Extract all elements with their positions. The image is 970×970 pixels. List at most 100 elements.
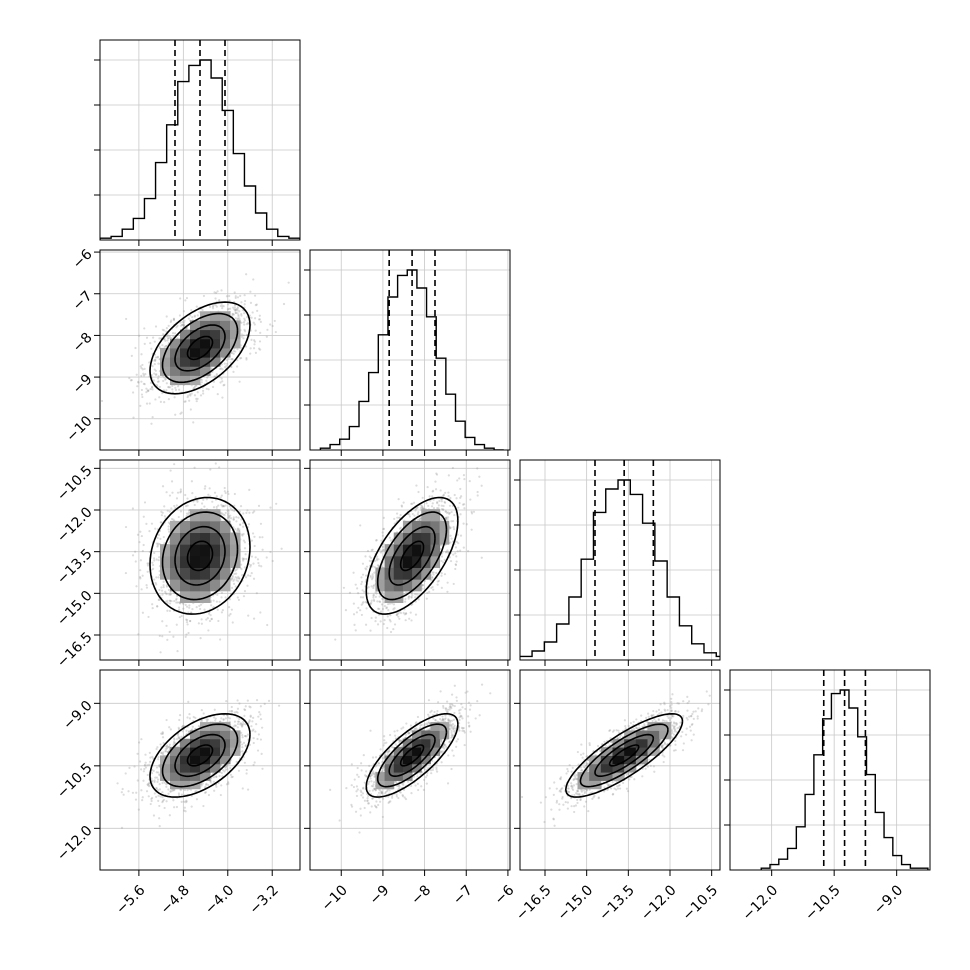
sample-point bbox=[233, 509, 236, 513]
sample-point bbox=[448, 504, 452, 507]
sample-point bbox=[183, 400, 186, 403]
sample-point bbox=[211, 500, 214, 503]
sample-point bbox=[168, 599, 172, 602]
sample-point bbox=[179, 297, 182, 300]
sample-point bbox=[265, 335, 268, 338]
sample-point bbox=[144, 373, 147, 376]
sample-point bbox=[160, 521, 163, 524]
sample-point bbox=[175, 504, 178, 507]
sample-point bbox=[235, 577, 239, 580]
density-cell bbox=[190, 329, 201, 340]
sample-point bbox=[259, 331, 262, 334]
sample-point bbox=[140, 366, 143, 370]
sample-point bbox=[213, 291, 216, 294]
sample-point bbox=[175, 623, 178, 626]
sample-point bbox=[383, 618, 386, 622]
sample-point bbox=[180, 614, 183, 618]
sample-point bbox=[238, 577, 241, 580]
sample-point bbox=[359, 609, 362, 612]
sample-point bbox=[166, 599, 169, 602]
sample-point bbox=[470, 512, 474, 515]
density-cell bbox=[210, 579, 221, 592]
sample-point bbox=[437, 579, 440, 582]
sample-point bbox=[242, 334, 245, 337]
sample-point bbox=[245, 273, 248, 276]
sample-point bbox=[184, 603, 187, 606]
sample-point bbox=[170, 517, 174, 521]
sample-point bbox=[203, 487, 206, 490]
sample-point bbox=[431, 490, 434, 493]
sample-point bbox=[193, 386, 196, 389]
sample-point bbox=[143, 383, 146, 386]
sample-point bbox=[188, 604, 191, 607]
sample-point bbox=[157, 598, 160, 602]
sample-point bbox=[259, 320, 262, 323]
sample-point bbox=[165, 491, 168, 494]
sample-point bbox=[156, 536, 159, 540]
sample-point bbox=[258, 318, 261, 321]
sample-point bbox=[161, 635, 164, 638]
sample-point bbox=[220, 596, 223, 599]
sample-point bbox=[140, 374, 143, 377]
sample-point bbox=[195, 397, 198, 401]
sample-point bbox=[150, 347, 153, 350]
sample-point bbox=[242, 532, 245, 536]
sample-point bbox=[145, 387, 148, 390]
sample-point bbox=[253, 544, 256, 548]
sample-point bbox=[216, 593, 219, 596]
sample-point bbox=[214, 462, 217, 465]
sample-point bbox=[428, 590, 431, 593]
sample-point bbox=[241, 522, 245, 525]
sample-point bbox=[223, 486, 226, 490]
sample-point bbox=[174, 386, 177, 389]
sample-point bbox=[242, 558, 245, 561]
sample-point bbox=[147, 389, 150, 392]
sample-point bbox=[251, 311, 254, 314]
sample-point bbox=[141, 368, 144, 371]
sample-point bbox=[167, 525, 170, 528]
sample-point bbox=[166, 638, 169, 641]
sample-point bbox=[379, 551, 383, 554]
sample-point bbox=[156, 545, 159, 548]
sample-point bbox=[470, 528, 473, 531]
sample-point bbox=[209, 468, 212, 471]
density-cell bbox=[200, 347, 211, 358]
sample-point bbox=[458, 501, 461, 505]
sample-point bbox=[408, 595, 411, 598]
sample-point bbox=[444, 516, 448, 520]
sample-point bbox=[175, 497, 179, 500]
sample-point bbox=[231, 621, 234, 624]
sample-point bbox=[163, 515, 166, 518]
sample-point bbox=[237, 315, 240, 318]
sample-point bbox=[228, 294, 231, 298]
sample-point bbox=[232, 349, 236, 353]
sample-point bbox=[393, 623, 397, 626]
density-cell bbox=[210, 357, 221, 367]
sample-point bbox=[159, 400, 162, 404]
sample-point bbox=[161, 511, 164, 514]
sample-point bbox=[400, 505, 404, 508]
sample-point bbox=[446, 581, 449, 584]
sample-point bbox=[440, 559, 443, 563]
contour-1.5sigma bbox=[161, 511, 239, 601]
sample-point bbox=[236, 359, 239, 362]
sample-point bbox=[373, 599, 376, 603]
sample-point bbox=[234, 295, 237, 298]
sample-point bbox=[382, 549, 385, 552]
sample-point bbox=[161, 328, 164, 331]
sample-point bbox=[162, 535, 165, 539]
sample-point bbox=[469, 498, 472, 501]
sample-point bbox=[463, 507, 466, 510]
sample-point bbox=[151, 416, 154, 419]
sample-point bbox=[425, 597, 428, 600]
sample-point bbox=[241, 557, 244, 560]
sample-point bbox=[166, 339, 169, 342]
sample-point bbox=[231, 575, 234, 578]
sample-point bbox=[261, 536, 264, 539]
sample-point bbox=[450, 510, 453, 514]
sample-point bbox=[228, 516, 231, 519]
sample-point bbox=[151, 364, 154, 368]
sample-point bbox=[430, 505, 434, 508]
density-cell bbox=[220, 555, 231, 568]
sample-point bbox=[212, 380, 216, 383]
